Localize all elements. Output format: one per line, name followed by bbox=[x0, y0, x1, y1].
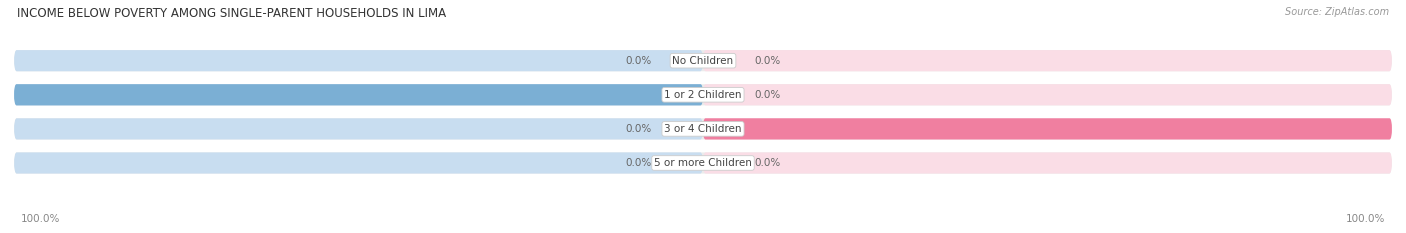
FancyBboxPatch shape bbox=[703, 152, 1392, 174]
Text: 0.0%: 0.0% bbox=[755, 90, 780, 100]
Text: 0.0%: 0.0% bbox=[626, 56, 651, 66]
Text: 3 or 4 Children: 3 or 4 Children bbox=[664, 124, 742, 134]
FancyBboxPatch shape bbox=[14, 84, 703, 105]
FancyBboxPatch shape bbox=[14, 152, 1392, 174]
FancyBboxPatch shape bbox=[14, 152, 703, 174]
Text: 0.0%: 0.0% bbox=[755, 158, 780, 168]
Text: No Children: No Children bbox=[672, 56, 734, 66]
Legend: Single Father, Single Mother: Single Father, Single Mother bbox=[610, 231, 796, 233]
FancyBboxPatch shape bbox=[703, 50, 1392, 71]
FancyBboxPatch shape bbox=[14, 84, 703, 105]
Text: 1 or 2 Children: 1 or 2 Children bbox=[664, 90, 742, 100]
FancyBboxPatch shape bbox=[14, 118, 1392, 140]
Text: 100.0%: 100.0% bbox=[21, 214, 60, 224]
Text: 5 or more Children: 5 or more Children bbox=[654, 158, 752, 168]
FancyBboxPatch shape bbox=[703, 118, 1392, 140]
FancyBboxPatch shape bbox=[14, 118, 703, 140]
FancyBboxPatch shape bbox=[703, 118, 1392, 140]
Text: 0.0%: 0.0% bbox=[755, 56, 780, 66]
Text: INCOME BELOW POVERTY AMONG SINGLE-PARENT HOUSEHOLDS IN LIMA: INCOME BELOW POVERTY AMONG SINGLE-PARENT… bbox=[17, 7, 446, 20]
Text: 100.0%: 100.0% bbox=[1346, 214, 1385, 224]
FancyBboxPatch shape bbox=[14, 50, 1392, 71]
Text: 0.0%: 0.0% bbox=[626, 124, 651, 134]
FancyBboxPatch shape bbox=[703, 84, 1392, 105]
Text: Source: ZipAtlas.com: Source: ZipAtlas.com bbox=[1285, 7, 1389, 17]
FancyBboxPatch shape bbox=[14, 84, 1392, 105]
Text: 0.0%: 0.0% bbox=[626, 158, 651, 168]
FancyBboxPatch shape bbox=[14, 50, 703, 71]
